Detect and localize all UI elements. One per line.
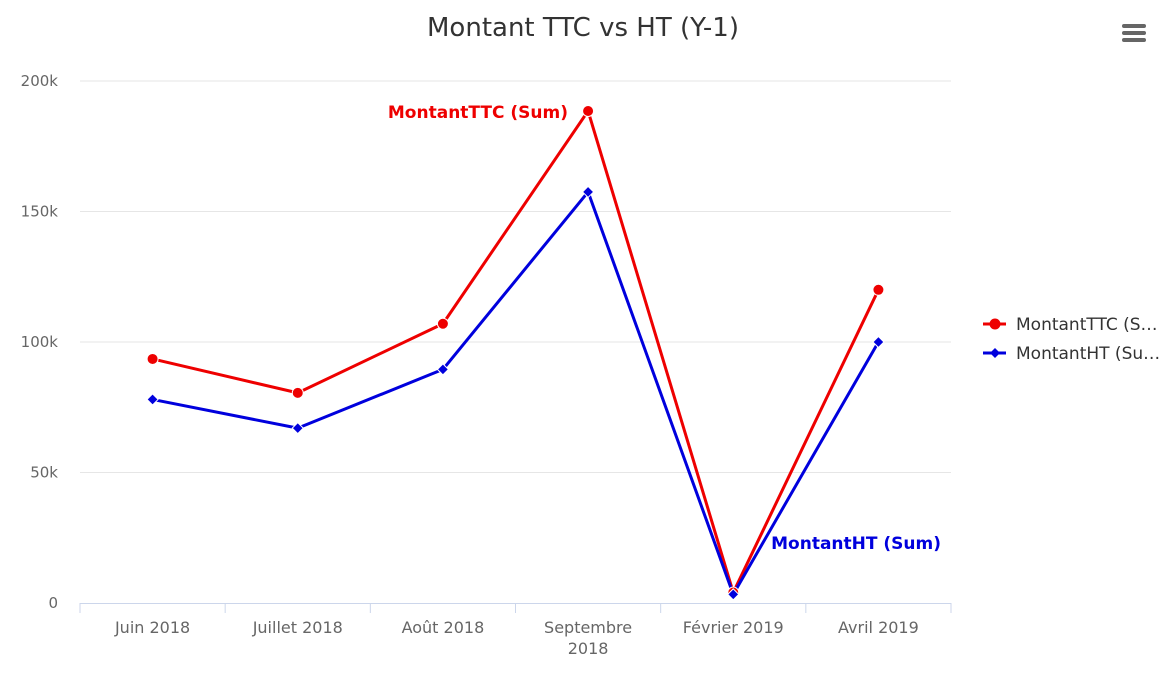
chart-title: Montant TTC vs HT (Y-1) — [427, 13, 739, 43]
data-point — [872, 283, 885, 296]
data-point — [581, 185, 595, 199]
y-axis: 0 50k 100k 150k 200k — [21, 72, 59, 612]
hamburger-menu-icon[interactable] — [1120, 20, 1148, 46]
legend-label: MontantTTC (S… — [1016, 315, 1158, 335]
series-line — [152, 109, 880, 595]
series-annotation: MontantTTC (Sum) — [388, 103, 568, 123]
data-point — [291, 421, 304, 435]
y-tick-label: 200k — [21, 72, 59, 90]
x-tick-label: Juin 2018 — [114, 618, 190, 637]
y-tick-label: 150k — [21, 203, 59, 221]
data-point — [146, 393, 159, 406]
x-tick-label: Septembre 2018 — [544, 618, 632, 658]
data-point — [727, 588, 740, 601]
x-axis: Juin 2018 Juillet 2018 Août 2018 Septembre 2… — [79, 603, 952, 658]
y-tick-label: 100k — [21, 333, 59, 351]
legend-item[interactable]: MontantHT (Su… — [983, 344, 1160, 364]
series-annotation: MontantHT (Sum) — [771, 534, 941, 554]
x-tick-label: Août 2018 — [402, 618, 485, 637]
data-point — [146, 352, 159, 365]
legend-item[interactable]: MontantTTC (S… — [983, 315, 1158, 335]
legend: MontantTTC (S… MontantHT (Su… — [983, 315, 1160, 364]
series-line — [152, 190, 880, 596]
y-tick-label: 0 — [48, 594, 58, 612]
data-point — [436, 317, 449, 330]
legend-symbol — [989, 318, 1001, 330]
data-point — [582, 105, 595, 118]
grid-lines — [80, 80, 951, 473]
x-tick-label: Juillet 2018 — [252, 618, 343, 637]
series-group — [146, 105, 885, 601]
data-point — [291, 386, 304, 399]
data-point — [436, 363, 450, 376]
x-tick-label: Février 2019 — [683, 618, 784, 637]
data-point — [872, 335, 885, 349]
series-annotations: MontantTTC (Sum) MontantHT (Sum) — [388, 103, 941, 554]
legend-symbol — [990, 348, 1000, 358]
x-tick-label: Avril 2019 — [838, 618, 919, 637]
legend-label: MontantHT (Su… — [1016, 344, 1160, 364]
y-tick-label: 50k — [30, 464, 58, 482]
